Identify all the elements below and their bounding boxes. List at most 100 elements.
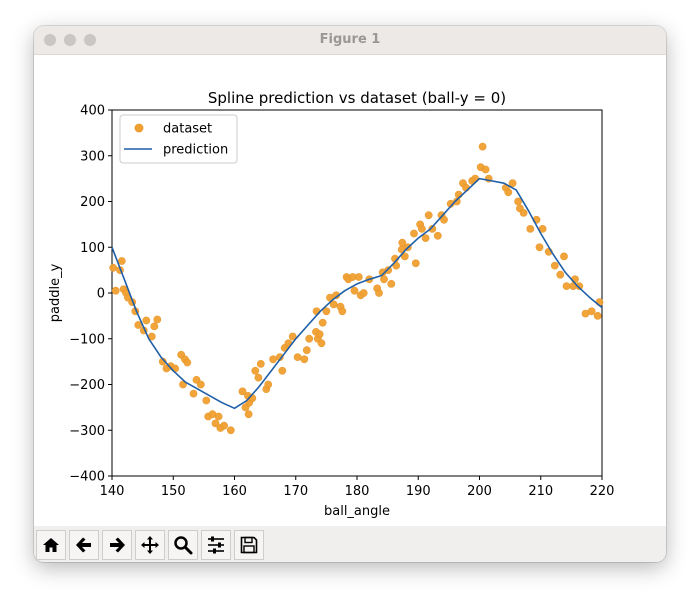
y-tick-label: 0 (97, 287, 105, 302)
y-tick-label: 400 (80, 104, 105, 119)
dataset-point (142, 316, 151, 325)
save-icon (240, 536, 258, 554)
move-icon (141, 536, 159, 554)
dataset-point (575, 282, 584, 290)
legend-label-dataset: dataset (163, 122, 212, 137)
dataset-point (380, 275, 388, 284)
title-bar: Figure 1 (34, 26, 666, 55)
y-tick-label: −200 (69, 378, 105, 393)
dataset-point (117, 257, 126, 265)
figure-window: Figure 1 Spline prediction vs dataset (b… (34, 26, 666, 562)
x-tick-label: 140 (100, 484, 125, 499)
dataset-point (189, 389, 198, 398)
x-tick-label: 210 (528, 484, 553, 499)
dataset-point (535, 243, 544, 252)
dataset-point (526, 224, 535, 233)
y-tick-label: 200 (80, 195, 105, 210)
dataset-point (315, 330, 324, 339)
dataset-point (302, 346, 311, 355)
dataset-point (288, 332, 297, 341)
dataset-point (305, 334, 314, 343)
x-tick-label: 170 (283, 484, 308, 499)
dataset-point (202, 396, 211, 405)
dataset-point (359, 289, 368, 297)
dataset-point (410, 229, 418, 238)
dataset-point (354, 273, 363, 281)
legend-marker-dataset (134, 123, 144, 133)
dataset-point (322, 307, 331, 316)
dataset-point (481, 165, 490, 174)
dataset-point (387, 279, 396, 288)
pan-button[interactable] (135, 530, 165, 560)
x-tick-label: 190 (406, 484, 431, 499)
dataset-point (111, 286, 120, 295)
dataset-point (398, 238, 407, 247)
back-button[interactable] (69, 530, 99, 560)
minimize-window-button[interactable] (64, 34, 76, 46)
x-axis-label: ball_angle (324, 504, 390, 519)
chart-canvas: Spline prediction vs dataset (ball-y = 0… (48, 89, 615, 519)
y-tick-label: −400 (69, 470, 105, 485)
dataset-point (109, 263, 118, 272)
dataset-point (269, 355, 277, 364)
y-tick-label: −100 (69, 332, 105, 347)
home-button[interactable] (36, 530, 66, 560)
window-title: Figure 1 (319, 32, 381, 47)
dataset-point (196, 380, 205, 389)
dataset-point (519, 208, 528, 217)
y-tick-label: 100 (80, 241, 105, 256)
navigation-toolbar (34, 526, 666, 562)
dataset-point (433, 231, 442, 240)
dataset-point (560, 252, 568, 261)
dataset-point (384, 266, 393, 274)
dataset-point (214, 412, 223, 421)
configure-subplots-button[interactable] (201, 530, 231, 560)
dataset-point (318, 318, 327, 327)
dataset-point (312, 307, 321, 316)
legend-frame (119, 114, 238, 164)
dataset-point (593, 311, 602, 320)
zoom-icon (174, 536, 193, 555)
chart-title: Spline prediction vs dataset (ball-y = 0… (208, 89, 506, 107)
close-window-button[interactable] (44, 34, 56, 46)
legend: dataset prediction (119, 114, 238, 164)
dataset-point (220, 421, 228, 430)
dataset-point (400, 252, 409, 261)
dataset-point (421, 234, 430, 242)
dataset-point (514, 197, 522, 206)
dataset-point (424, 211, 433, 220)
save-button[interactable] (234, 530, 264, 560)
dataset-point (254, 373, 263, 382)
dataset-point (251, 366, 260, 375)
dataset-point (550, 261, 559, 270)
forward-button[interactable] (102, 530, 132, 560)
dataset-point (350, 286, 359, 295)
zoom-window-button[interactable] (84, 34, 96, 46)
y-tick-label: −300 (69, 424, 105, 439)
dataset-point (375, 289, 383, 297)
dataset-point (417, 224, 426, 233)
dataset-point (211, 419, 220, 428)
prediction-line (111, 177, 603, 410)
dataset-point (440, 215, 448, 224)
dataset-point (226, 426, 235, 435)
dataset-point (278, 366, 287, 375)
zoom-button[interactable] (168, 530, 198, 560)
dataset-point (238, 387, 247, 396)
dataset-point (183, 358, 192, 367)
y-axis-label: paddle_y (48, 263, 63, 322)
dataset-point (411, 259, 420, 268)
home-icon (43, 538, 59, 552)
dataset-point (338, 307, 347, 316)
x-tick-label: 220 (590, 484, 615, 499)
dataset-point (293, 353, 302, 361)
x-tick-label: 180 (345, 484, 370, 499)
x-tick-label: 200 (467, 484, 492, 499)
dataset-point (428, 224, 437, 233)
x-tick-label: 150 (161, 484, 186, 499)
dataset-point (587, 307, 596, 316)
dataset-point (153, 315, 162, 324)
dataset-point (244, 410, 253, 419)
x-tick-label: 160 (222, 484, 247, 499)
dataset-point (300, 355, 309, 364)
